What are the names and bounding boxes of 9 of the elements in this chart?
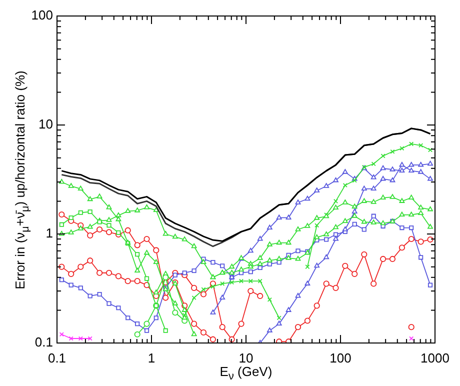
- x-tick-label: 10: [238, 350, 254, 366]
- y-tick-label: 100: [31, 8, 53, 23]
- y-tick-label: 10: [38, 116, 53, 132]
- x-tick-label: 1000: [420, 350, 450, 366]
- x-axis-title: E$_{ν}$ (GeV): [220, 364, 272, 383]
- x-tick-label: 1: [148, 350, 156, 366]
- y-tick-label: 0.1: [34, 334, 53, 350]
- y-tick-label: 1: [46, 226, 53, 241]
- x-tick-label: 100: [330, 350, 352, 366]
